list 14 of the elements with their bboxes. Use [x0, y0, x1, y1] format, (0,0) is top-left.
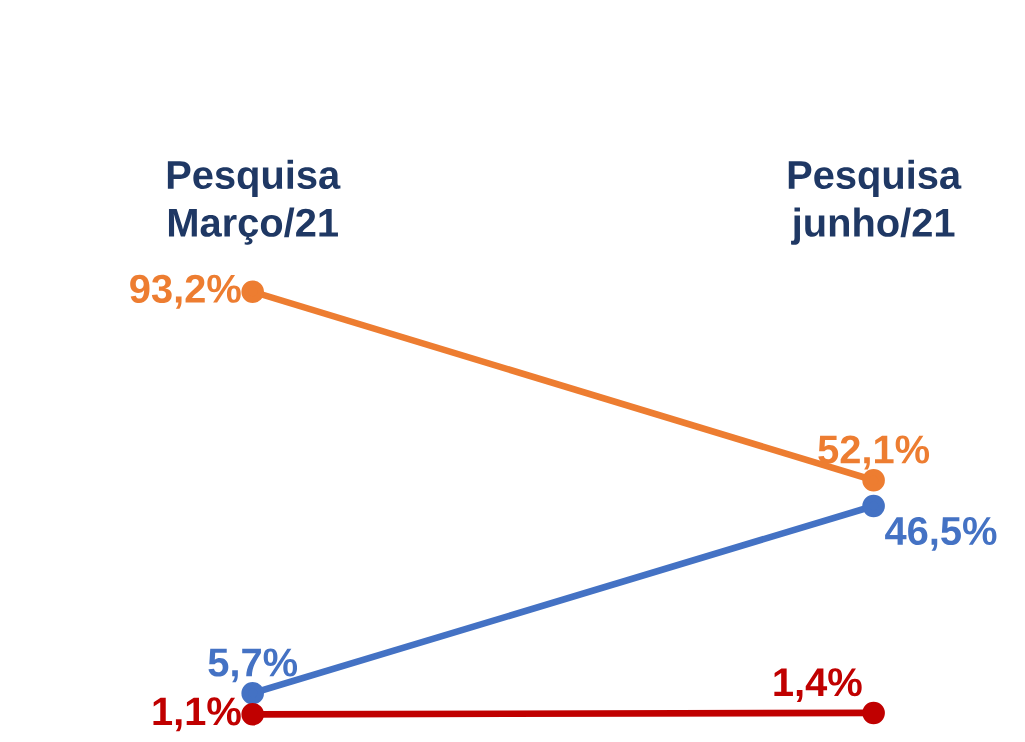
x-tick-label: Pesquisa junho/21 — [788, 159, 962, 245]
point — [241, 703, 264, 726]
point — [241, 681, 264, 705]
data-label: 5,7% — [208, 648, 298, 683]
x-tick-label: Pesquisa Março/21 — [167, 159, 341, 245]
data-label: 46,5% — [885, 516, 997, 551]
data-label: 1,1% — [153, 697, 241, 732]
point — [241, 280, 264, 304]
data-label: 93,2% — [130, 274, 241, 309]
data-label: 1,4% — [774, 668, 862, 703]
point — [862, 494, 885, 518]
point — [862, 469, 885, 492]
point — [862, 701, 885, 725]
data-label: 52,1% — [818, 435, 930, 470]
